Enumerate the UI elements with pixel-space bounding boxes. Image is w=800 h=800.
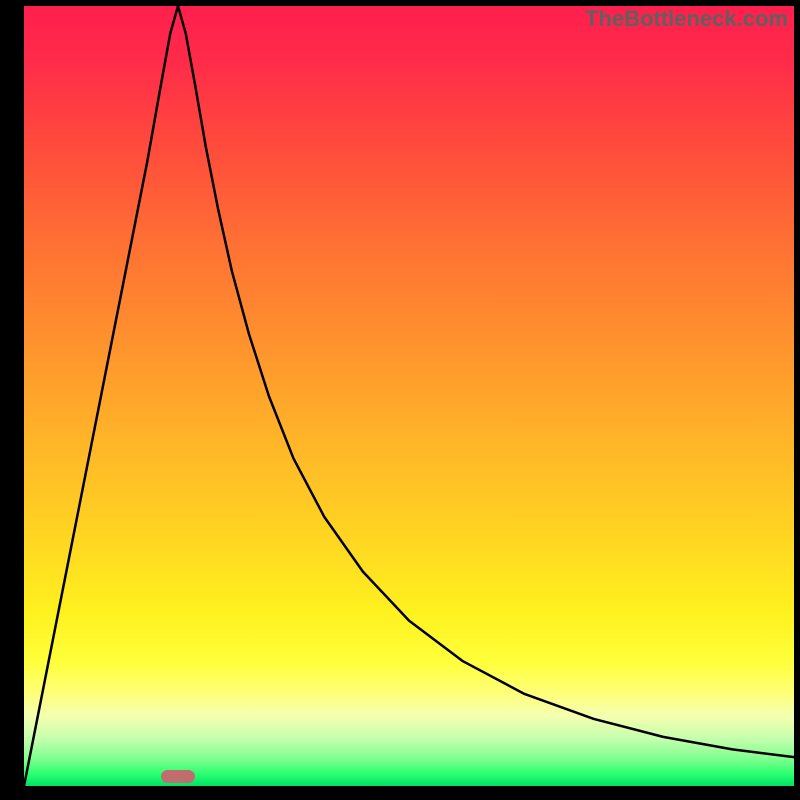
curve-layer [24,6,794,786]
optimal-marker [161,770,196,783]
watermark-text: TheBottleneck.com [585,6,788,32]
plot-area [24,6,794,786]
bottleneck-curve [24,6,794,786]
